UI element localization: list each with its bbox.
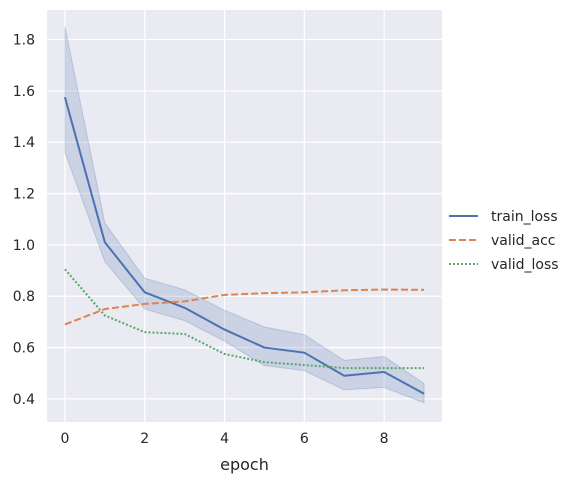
x-tick-label: 0 (60, 431, 69, 447)
y-tick-label: 1.8 (13, 33, 35, 49)
x-tick-labels: 0 2 4 6 8 (60, 431, 388, 447)
x-axis-title: epoch (220, 455, 269, 474)
y-tick-label: 1.6 (13, 84, 35, 100)
x-tick-label: 6 (300, 431, 309, 447)
x-tick-label: 2 (140, 431, 149, 447)
y-tick-label: 1.4 (13, 135, 35, 151)
valid_loss-legend-label: valid_loss (491, 257, 559, 273)
train_loss-line (63, 97, 425, 395)
y-tick-label: 0.4 (13, 392, 35, 408)
valid_loss-line (64, 268, 425, 370)
legend: train_loss valid_acc valid_loss (449, 209, 559, 273)
plot-background (47, 10, 442, 422)
confidence-bands (64, 26, 425, 404)
y-tick-label: 0.6 (13, 341, 35, 357)
y-tick-label: 1.2 (13, 187, 35, 203)
y-tick-label: 0.8 (13, 289, 35, 305)
train_loss-legend-label: train_loss (491, 209, 558, 225)
valid_acc-line (64, 288, 425, 326)
y-tick-label: 1.0 (13, 238, 35, 254)
x-tick-label: 8 (380, 431, 389, 447)
valid_acc-legend-label: valid_acc (491, 233, 556, 249)
train_loss-ci-band (64, 26, 425, 404)
x-tick-label: 4 (220, 431, 229, 447)
series-lines (63, 97, 425, 395)
y-tick-labels: 0.4 0.6 0.8 1.0 1.2 1.4 1.6 1.8 (13, 33, 35, 408)
